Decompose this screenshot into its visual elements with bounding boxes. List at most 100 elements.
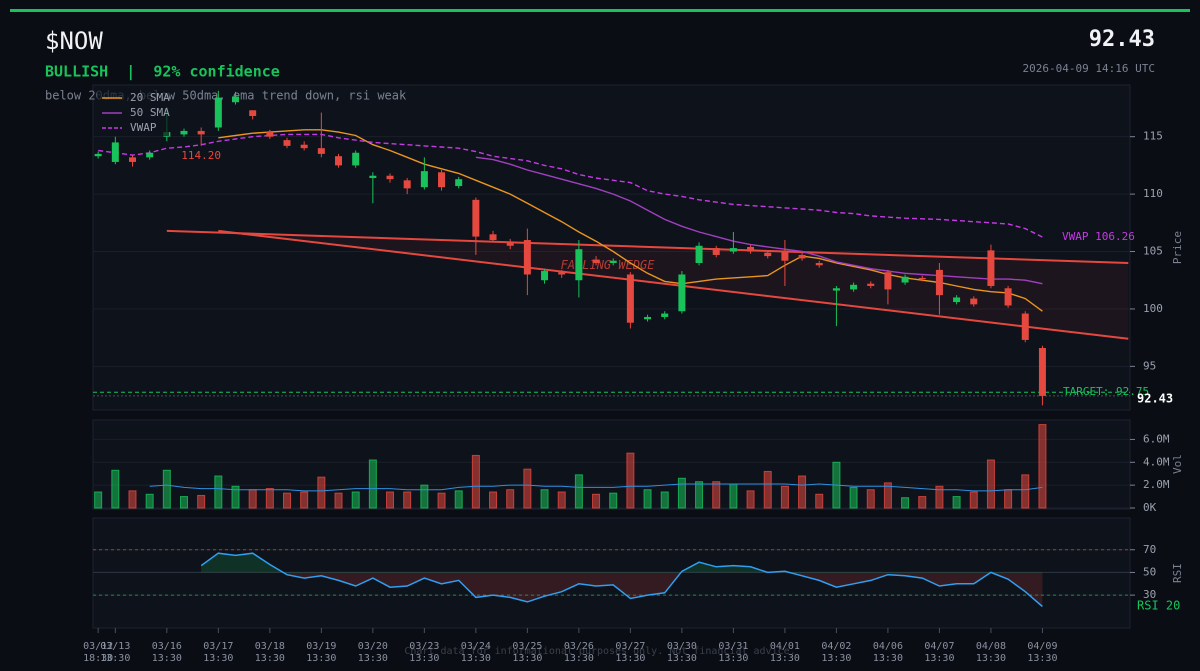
volume-bar <box>609 492 618 509</box>
y-tick-label: 105 <box>1143 245 1163 258</box>
candle-body <box>266 132 274 137</box>
volume-bar <box>729 483 738 509</box>
signal: BULLISH | 92% confidence <box>45 63 280 82</box>
candle-body <box>438 172 446 188</box>
volume-bar <box>1021 474 1030 509</box>
volume-bar <box>300 491 309 509</box>
y-axis-label: Vol <box>1171 454 1184 474</box>
volume-bar <box>986 459 995 509</box>
candle-body <box>626 274 634 323</box>
candle-body <box>987 250 995 286</box>
x-tick-label: 03/12 18:30 <box>83 641 113 664</box>
candle-body <box>644 316 652 320</box>
candle-body <box>609 260 617 264</box>
volume-bar <box>815 493 824 509</box>
candle-body <box>403 180 411 189</box>
volume-bar <box>1004 489 1013 509</box>
candle-body <box>214 97 222 128</box>
candle-body <box>523 240 531 275</box>
target-label: TARGET: 92.75 <box>1063 385 1149 398</box>
candle-body <box>815 263 823 266</box>
volume-bar <box>214 475 223 509</box>
volume-bar <box>523 468 532 509</box>
volume-bar <box>540 489 549 509</box>
x-tick-label: 03/24 13:30 <box>461 641 491 664</box>
candle-body <box>128 157 136 162</box>
candle-body <box>867 283 875 286</box>
x-tick-label: 04/07 13:30 <box>924 641 954 664</box>
volume-bar <box>574 474 583 509</box>
y-tick-label: 70 <box>1143 543 1156 556</box>
x-tick-label: 03/23 13:30 <box>409 641 439 664</box>
y-tick-label: 115 <box>1143 130 1163 143</box>
volume-bar <box>746 490 755 509</box>
y-tick-label: 0K <box>1143 501 1157 514</box>
rsi-area-down <box>284 573 1043 607</box>
candle-body <box>575 249 583 281</box>
x-tick-label: 03/25 13:30 <box>512 641 542 664</box>
volume-bar <box>454 490 463 509</box>
volume-bar <box>677 477 686 509</box>
volume-bar <box>883 482 892 509</box>
price-panel <box>92 84 1131 411</box>
volume-bar <box>179 496 188 509</box>
candle-body <box>232 96 240 103</box>
volume-bar <box>1038 424 1047 509</box>
x-tick-label: 03/16 13:30 <box>152 641 182 664</box>
candle-body <box>541 271 549 281</box>
volume-bar <box>128 490 137 509</box>
x-tick-label: 04/09 13:30 <box>1027 641 1057 664</box>
legend-label: 20 SMA <box>130 91 170 104</box>
volume-bar <box>162 469 171 509</box>
volume-bar <box>969 491 978 509</box>
volume-bar <box>849 486 858 509</box>
volume-bar <box>283 492 292 509</box>
candle-body <box>850 284 858 290</box>
candle-body <box>249 110 257 117</box>
candle-body <box>506 242 514 246</box>
candle-body <box>94 153 102 157</box>
candle-body <box>455 179 463 187</box>
disclaimer: Chart data for informational purposes on… <box>404 646 795 657</box>
volume-bar <box>94 491 103 509</box>
candle-body <box>918 277 926 280</box>
volume-bar <box>660 491 669 509</box>
volume-bar <box>780 485 789 509</box>
x-tick-label: 03/20 13:30 <box>358 641 388 664</box>
candle-body <box>1038 347 1046 396</box>
candle-body <box>592 259 600 264</box>
volume-bar <box>712 481 721 509</box>
volume-bar <box>763 470 772 509</box>
candle-body <box>352 152 360 166</box>
candle-body <box>884 272 892 290</box>
volume-bar <box>506 489 515 509</box>
candle-body <box>1004 288 1012 306</box>
x-tick-label: 03/19 13:30 <box>306 641 336 664</box>
line-end-label: VWAP 106.26 <box>1062 230 1135 243</box>
candle-body <box>283 140 291 146</box>
candle-body <box>901 276 909 283</box>
date: 2026-04-09 14:16 UTC <box>1023 62 1155 75</box>
candle-body <box>180 130 188 135</box>
candle-body <box>781 251 789 261</box>
x-tick-label: 04/02 13:30 <box>821 641 851 664</box>
volume-bar <box>695 481 704 509</box>
candle-body <box>747 246 755 252</box>
volume-bar <box>265 488 274 509</box>
candle-body <box>111 142 119 162</box>
candle-body <box>764 252 772 257</box>
volume-bar <box>248 489 257 509</box>
candle-body <box>970 298 978 305</box>
volume-bar <box>145 493 154 509</box>
candle-body <box>558 272 566 275</box>
volume-bar <box>334 492 343 509</box>
y-tick-label: 30 <box>1143 588 1156 601</box>
volume-ma <box>149 483 1043 492</box>
volume-bar <box>368 459 377 509</box>
wedge-upper <box>166 229 1129 265</box>
volume-bar <box>798 475 807 509</box>
volume-bar <box>231 485 240 509</box>
rsi-line <box>200 552 1043 608</box>
